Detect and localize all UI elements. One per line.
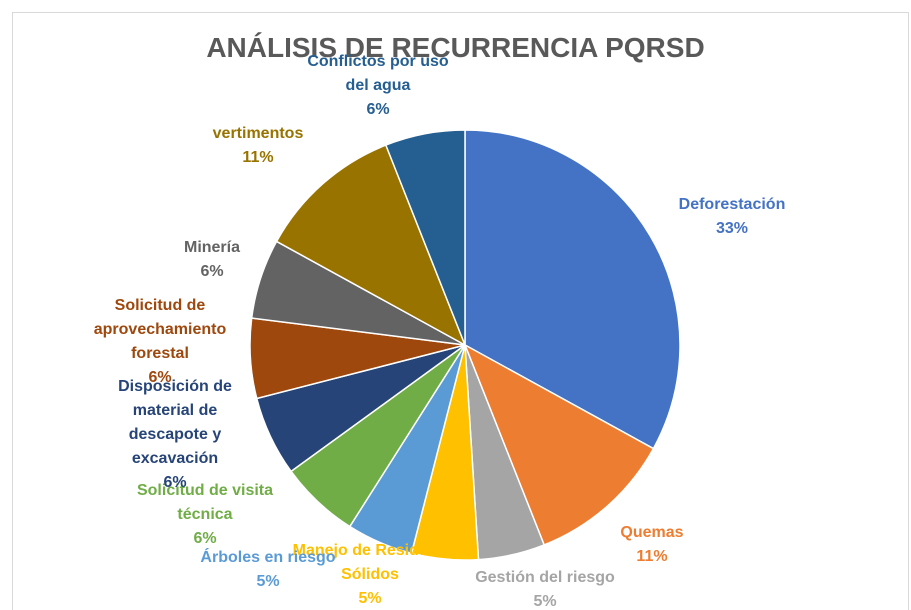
value-label: 11% <box>636 548 668 565</box>
data-label: Manejo de Residuos Sólidos 5% <box>290 539 450 610</box>
data-label: Minería 6% <box>162 236 262 284</box>
chart-title: ANÁLISIS DE RECURRENCIA PQRSD <box>206 32 705 63</box>
value-label: 6% <box>148 369 172 386</box>
category-label: Conflictos por uso del agua <box>307 53 449 94</box>
category-label: Solicitud de aprovechamiento forestal <box>93 297 227 362</box>
value-label: 5% <box>256 573 280 590</box>
category-label: Gestión del riesgo <box>475 569 615 586</box>
data-label: Solicitud de visita técnica 6% <box>115 479 295 551</box>
category-label: Minería <box>183 239 240 256</box>
category-label: Manejo de Residuos Sólidos <box>292 542 448 583</box>
pie-slice <box>275 144 467 347</box>
value-label: 33% <box>715 220 749 237</box>
category-label: Disposición de material de descapote y e… <box>118 378 232 467</box>
category-label: vertimentos <box>212 125 304 142</box>
pie-slice <box>464 129 681 450</box>
value-label: 6% <box>366 101 390 118</box>
data-label: Disposición de material de descapote y e… <box>95 375 255 495</box>
category-label: Quemas <box>620 524 684 541</box>
value-label: 6% <box>163 474 187 491</box>
category-label: Deforestación <box>678 196 786 213</box>
category-label: Árboles en riesgo <box>200 549 336 566</box>
category-label: Solicitud de visita técnica <box>136 482 274 523</box>
value-label: 6% <box>193 530 217 547</box>
value-label: 6% <box>200 263 224 280</box>
pie-slice <box>463 343 655 546</box>
chart-frame <box>12 12 909 610</box>
data-label: Conflictos por uso del agua 6% <box>298 50 458 122</box>
value-label: 11% <box>242 149 274 166</box>
data-label: Solicitud de aprovechamiento forestal 6% <box>70 294 250 390</box>
value-label: 5% <box>533 593 557 610</box>
data-label: Deforestación 33% <box>657 193 807 241</box>
pie-slice <box>384 129 466 346</box>
data-label: Quemas 11% <box>602 521 702 569</box>
data-label: Árboles en riesgo 5% <box>188 546 348 594</box>
data-label: vertimentos 11% <box>193 122 323 170</box>
value-label: 5% <box>358 590 382 607</box>
data-label: Gestión del riesgo 5% <box>460 566 630 610</box>
